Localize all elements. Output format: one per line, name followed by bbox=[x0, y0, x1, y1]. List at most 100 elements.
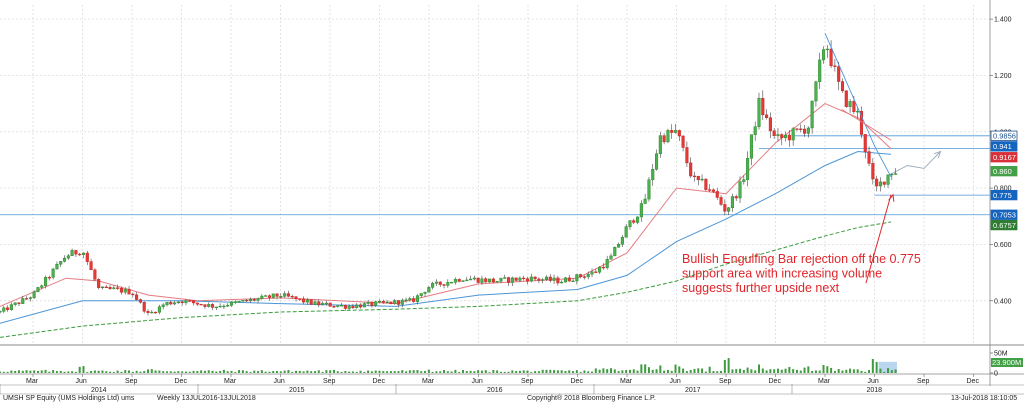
volume-bar bbox=[238, 370, 241, 373]
candle-body bbox=[66, 255, 70, 259]
volume-bar bbox=[416, 370, 419, 373]
volume-bar bbox=[651, 369, 654, 373]
moving-averages bbox=[0, 103, 892, 338]
volume-bar bbox=[370, 371, 373, 373]
candle-body bbox=[248, 298, 253, 302]
candle-body bbox=[450, 282, 454, 284]
candle-body bbox=[518, 277, 522, 281]
volume-badge-label: 23.900M bbox=[992, 358, 1021, 367]
volume-bar bbox=[124, 370, 127, 373]
candle-body bbox=[214, 306, 218, 309]
candle-body bbox=[488, 278, 492, 283]
panel-frame bbox=[0, 0, 1024, 386]
candle-body bbox=[108, 286, 112, 289]
candle-body bbox=[267, 295, 271, 298]
candle-body bbox=[840, 81, 845, 92]
volume-bar bbox=[302, 371, 305, 373]
candle-body bbox=[829, 48, 833, 67]
candle-body bbox=[571, 280, 575, 283]
volume-bar bbox=[458, 372, 461, 373]
candle-body bbox=[582, 276, 586, 278]
volume-bar bbox=[739, 368, 742, 373]
volume-bar bbox=[890, 370, 893, 373]
candle-body bbox=[609, 255, 613, 260]
volume-bar bbox=[33, 370, 36, 373]
candle-body bbox=[9, 304, 13, 310]
volume-bar bbox=[116, 370, 119, 373]
candle-body bbox=[78, 253, 82, 256]
month-label: Dec bbox=[571, 378, 584, 385]
candle-body bbox=[154, 311, 158, 314]
candle-body bbox=[381, 300, 385, 303]
level-badge bbox=[990, 141, 1018, 152]
volume-bar bbox=[496, 370, 499, 373]
candle-body bbox=[484, 278, 488, 283]
volume-bar bbox=[329, 370, 332, 373]
candle-body bbox=[715, 191, 719, 198]
candle-body bbox=[575, 274, 579, 282]
volume-bar bbox=[864, 371, 867, 373]
candle-body bbox=[207, 304, 211, 307]
volume-bar bbox=[572, 371, 575, 373]
volume-bar bbox=[63, 371, 66, 373]
volume-bar bbox=[295, 370, 298, 373]
candle-body bbox=[666, 130, 670, 143]
volume-bar bbox=[644, 364, 647, 373]
candle-body bbox=[772, 130, 776, 136]
volume-bar bbox=[879, 368, 882, 373]
volume-bar bbox=[647, 367, 650, 373]
month-label: Jun bbox=[76, 378, 87, 385]
volume-bar bbox=[518, 370, 521, 373]
volume-bar bbox=[583, 370, 586, 373]
volume-bar bbox=[420, 371, 423, 373]
volume-bar bbox=[553, 370, 556, 373]
candle-body bbox=[632, 220, 636, 223]
volume-bar bbox=[484, 370, 487, 373]
volume-bar bbox=[674, 364, 677, 373]
volume-bar bbox=[128, 370, 131, 373]
level-badge bbox=[990, 219, 1018, 231]
candle-body bbox=[681, 135, 685, 148]
volume-bar bbox=[386, 371, 389, 373]
candle-body bbox=[85, 252, 89, 262]
copyright: Copyright® 2018 Bloomberg Finance L.P. bbox=[527, 394, 656, 402]
volume-bar bbox=[298, 370, 301, 373]
candle-body bbox=[806, 127, 810, 134]
candle-body bbox=[127, 288, 131, 295]
candle-body bbox=[738, 181, 742, 199]
month-label: Mar bbox=[422, 378, 435, 385]
volume-bar bbox=[359, 370, 362, 373]
volume-bar bbox=[165, 371, 168, 373]
volume-bar bbox=[534, 371, 537, 373]
candle-body bbox=[6, 307, 10, 310]
trendline bbox=[841, 108, 892, 141]
candle-body bbox=[237, 301, 241, 303]
volume-bar bbox=[424, 371, 427, 373]
candles bbox=[0, 40, 898, 316]
volume-bar bbox=[135, 370, 138, 373]
candle-body bbox=[157, 306, 161, 313]
volume-bar bbox=[177, 371, 180, 373]
trendline bbox=[824, 33, 892, 178]
candle-body bbox=[245, 299, 249, 302]
candle-body bbox=[472, 277, 476, 280]
volume-bar bbox=[526, 370, 529, 373]
month-label: Dec bbox=[373, 378, 386, 385]
candle-body bbox=[765, 114, 769, 118]
month-label: Dec bbox=[175, 378, 188, 385]
volume-bar bbox=[792, 369, 795, 373]
candle-body bbox=[886, 174, 890, 185]
candle-body bbox=[112, 287, 116, 289]
candle-body bbox=[431, 283, 435, 288]
candle-body bbox=[882, 181, 886, 185]
volume-bar bbox=[14, 370, 17, 373]
candle-body bbox=[275, 293, 279, 297]
volume-bar bbox=[283, 370, 286, 373]
volume-bar bbox=[291, 372, 294, 373]
candle-body bbox=[719, 197, 723, 205]
volume-bar bbox=[325, 370, 328, 373]
volume-bar bbox=[450, 371, 453, 373]
candle-body bbox=[70, 250, 74, 256]
candle-body bbox=[81, 252, 86, 255]
volume-bar bbox=[746, 367, 749, 373]
